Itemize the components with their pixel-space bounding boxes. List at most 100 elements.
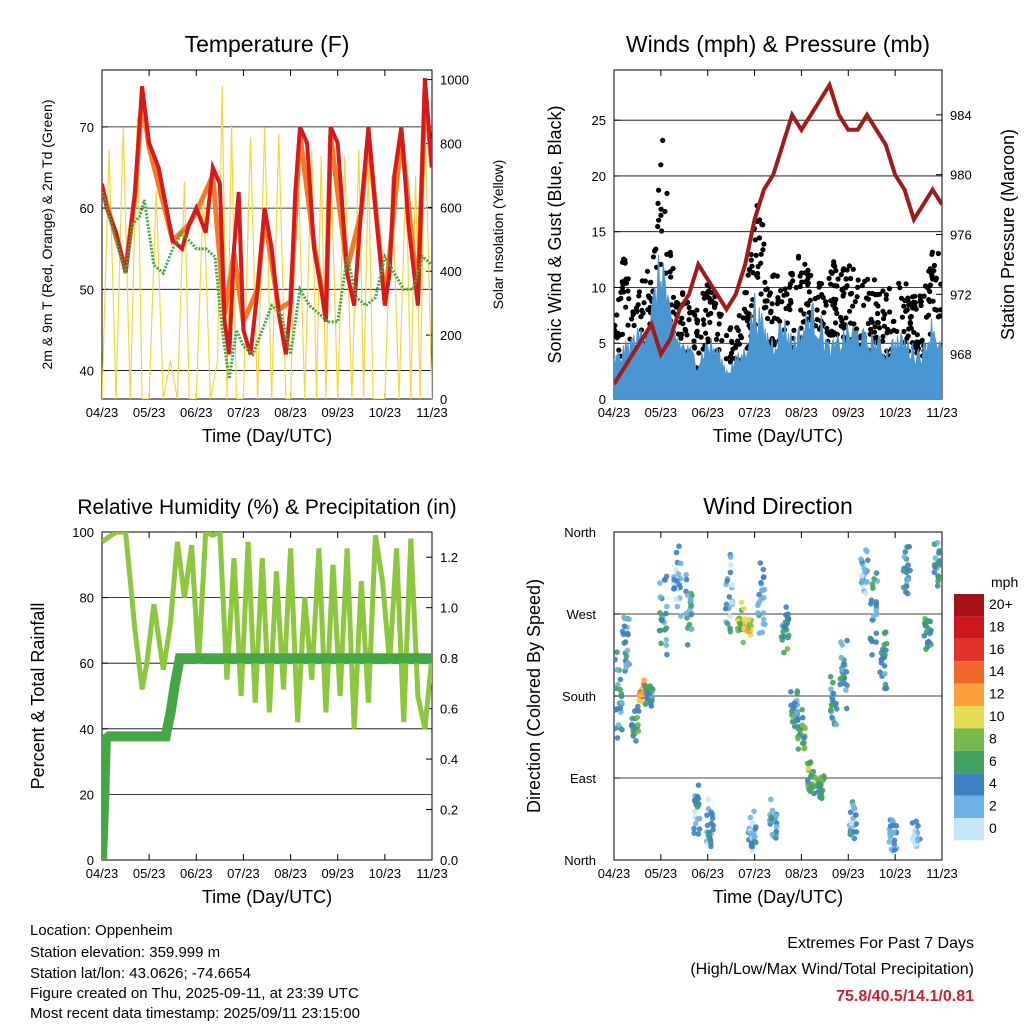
x-tick-label: 07/23 bbox=[227, 405, 260, 420]
direction-point bbox=[755, 610, 761, 616]
gust-point bbox=[655, 200, 661, 206]
x-tick-label: 11/23 bbox=[926, 405, 958, 420]
direction-point bbox=[688, 611, 694, 618]
gust-point bbox=[658, 228, 665, 234]
x-tick-label: 05/23 bbox=[645, 866, 678, 881]
y-tick-label: 60 bbox=[80, 201, 94, 216]
direction-point bbox=[806, 786, 812, 793]
gust-point bbox=[664, 251, 670, 257]
direction-point bbox=[833, 721, 840, 728]
y2-tick-label: 0.2 bbox=[440, 803, 458, 818]
colorbar-label: 6 bbox=[989, 753, 997, 769]
gust-point bbox=[757, 217, 763, 223]
y2-tick-label: 0.4 bbox=[440, 752, 458, 767]
direction-point bbox=[840, 661, 847, 668]
gust-point bbox=[761, 305, 767, 311]
gust-point bbox=[746, 266, 753, 273]
gust-point bbox=[855, 277, 861, 283]
direction-point bbox=[873, 599, 879, 605]
y-tick-label: 0 bbox=[87, 853, 94, 868]
direction-point bbox=[868, 636, 875, 643]
direction-point bbox=[642, 701, 649, 707]
direction-point bbox=[614, 725, 618, 732]
gust-point bbox=[833, 268, 839, 274]
direction-point bbox=[663, 637, 670, 643]
colorbar-label: 20+ bbox=[989, 596, 1013, 612]
direction-point bbox=[801, 745, 807, 752]
direction-point bbox=[728, 599, 735, 606]
direction-point bbox=[751, 808, 757, 815]
gust-point bbox=[938, 281, 942, 287]
x-tick-label: 10/23 bbox=[369, 866, 402, 881]
y2-tick-label: 800 bbox=[440, 136, 462, 151]
direction-point bbox=[685, 592, 691, 599]
direction-point bbox=[808, 772, 814, 779]
gust-point bbox=[701, 295, 708, 301]
y2-tick-label: 600 bbox=[440, 200, 462, 215]
gust-point bbox=[648, 296, 654, 302]
direction-point bbox=[741, 605, 747, 612]
direction-point bbox=[762, 621, 768, 628]
gust-point bbox=[926, 297, 932, 303]
gust-point bbox=[883, 296, 889, 302]
x-tick-label: 05/23 bbox=[133, 405, 166, 420]
gust-point bbox=[805, 271, 811, 277]
gust-point bbox=[737, 333, 744, 339]
gust-point bbox=[769, 301, 775, 307]
gust-point bbox=[784, 320, 791, 326]
gust-point bbox=[865, 320, 872, 327]
direction-point bbox=[630, 733, 636, 739]
gust-point bbox=[614, 322, 618, 329]
direction-point bbox=[625, 659, 631, 666]
direction-point bbox=[687, 596, 694, 603]
direction-point bbox=[795, 716, 801, 722]
direction-point bbox=[932, 564, 938, 570]
gust-point bbox=[876, 325, 883, 331]
direction-point bbox=[911, 832, 917, 838]
gust-point bbox=[743, 309, 749, 315]
direction-point bbox=[692, 808, 698, 815]
direction-point bbox=[760, 574, 767, 581]
direction-point bbox=[614, 667, 620, 673]
gust-point bbox=[758, 291, 764, 297]
gust-point bbox=[833, 296, 839, 303]
gust-point bbox=[852, 299, 858, 305]
gust-point bbox=[754, 270, 761, 277]
direction-point bbox=[748, 843, 755, 849]
gust-point bbox=[673, 303, 679, 309]
gust-point bbox=[705, 339, 711, 345]
x-tick-label: 04/23 bbox=[86, 405, 119, 420]
gust-point bbox=[700, 346, 706, 352]
gust-point bbox=[622, 257, 628, 263]
direction-point bbox=[873, 570, 880, 576]
direction-point bbox=[695, 831, 702, 837]
direction-point bbox=[694, 793, 701, 800]
chart-title: Temperature (F) bbox=[185, 31, 350, 57]
direction-point bbox=[883, 685, 890, 691]
direction-point bbox=[799, 706, 805, 713]
direction-point bbox=[794, 688, 801, 694]
gust-point bbox=[831, 330, 837, 336]
direction-point bbox=[618, 699, 625, 706]
gust-point bbox=[766, 292, 772, 298]
direction-point bbox=[634, 714, 641, 721]
direction-point bbox=[881, 641, 888, 648]
gust-point bbox=[762, 298, 768, 304]
y-axis-label: Direction (Colored By Speed) bbox=[524, 579, 544, 813]
gust-point bbox=[744, 318, 750, 324]
direction-point bbox=[760, 610, 767, 616]
direction-point bbox=[621, 623, 628, 630]
plot-frame bbox=[101, 69, 433, 400]
gust-point bbox=[630, 309, 636, 315]
gust-point bbox=[707, 319, 713, 325]
gust-point bbox=[729, 339, 735, 346]
series-td2m bbox=[102, 191, 432, 379]
x-tick-label: 09/23 bbox=[832, 405, 865, 420]
direction-point bbox=[871, 576, 877, 582]
footer-latlon: Station lat/lon: 43.0626; -74.6654 bbox=[30, 965, 252, 982]
gust-point bbox=[828, 269, 834, 275]
gust-point bbox=[664, 190, 670, 196]
y-axis-label: Sonic Wind & Gust (Blue, Black) bbox=[545, 105, 565, 363]
gust-point bbox=[876, 291, 883, 297]
y-tick-label: 20 bbox=[80, 787, 94, 802]
